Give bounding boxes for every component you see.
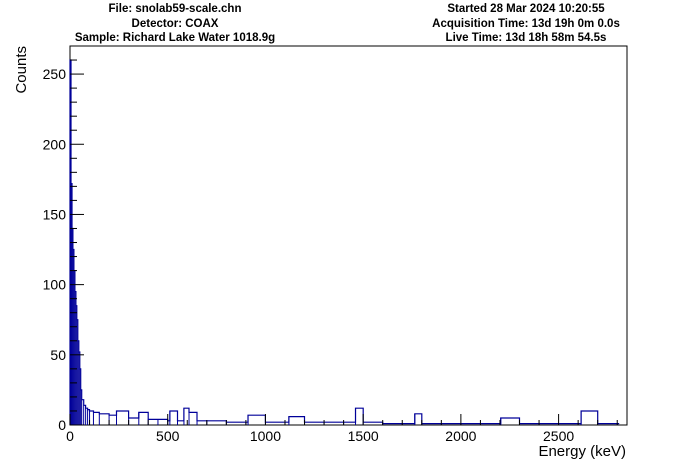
header-right: Started 28 Mar 2024 10:20:55 Acquisition… — [396, 2, 656, 46]
x-axis-title: Energy (keV) — [538, 443, 626, 460]
y-tick-label: 100 — [43, 277, 67, 293]
plot-frame — [69, 45, 628, 426]
acquisition-time: Acquisition Time: 13d 19h 0m 0.0s — [432, 17, 620, 30]
detector-name: Detector: COAX — [131, 17, 219, 30]
x-tick-label: 0 — [66, 428, 74, 444]
x-tick-label: 2500 — [543, 428, 574, 444]
x-tick-label: 1500 — [348, 428, 379, 444]
y-tick-label: 150 — [43, 206, 67, 222]
header-left: File: snolab59-scale.chn Detector: COAX … — [20, 2, 330, 46]
live-time: Live Time: 13d 18h 58m 54.5s — [445, 32, 607, 44]
x-tick-label: 1000 — [250, 428, 281, 444]
spectrum-series-line — [69, 59, 620, 425]
y-axis-title: Counts — [13, 46, 30, 94]
y-tick-label: 250 — [43, 66, 67, 82]
x-tick-label: 2000 — [445, 428, 476, 444]
file-name: File: snolab59-scale.chn — [108, 3, 242, 15]
x-tick-label: 500 — [156, 428, 180, 444]
y-tick-label: 200 — [43, 136, 67, 152]
y-tick-label: 0 — [58, 417, 66, 433]
sample-name: Sample: Richard Lake Water 1018.9g — [74, 32, 276, 44]
y-tick-label: 50 — [50, 347, 66, 363]
start-time: Started 28 Mar 2024 10:20:55 — [447, 3, 605, 15]
